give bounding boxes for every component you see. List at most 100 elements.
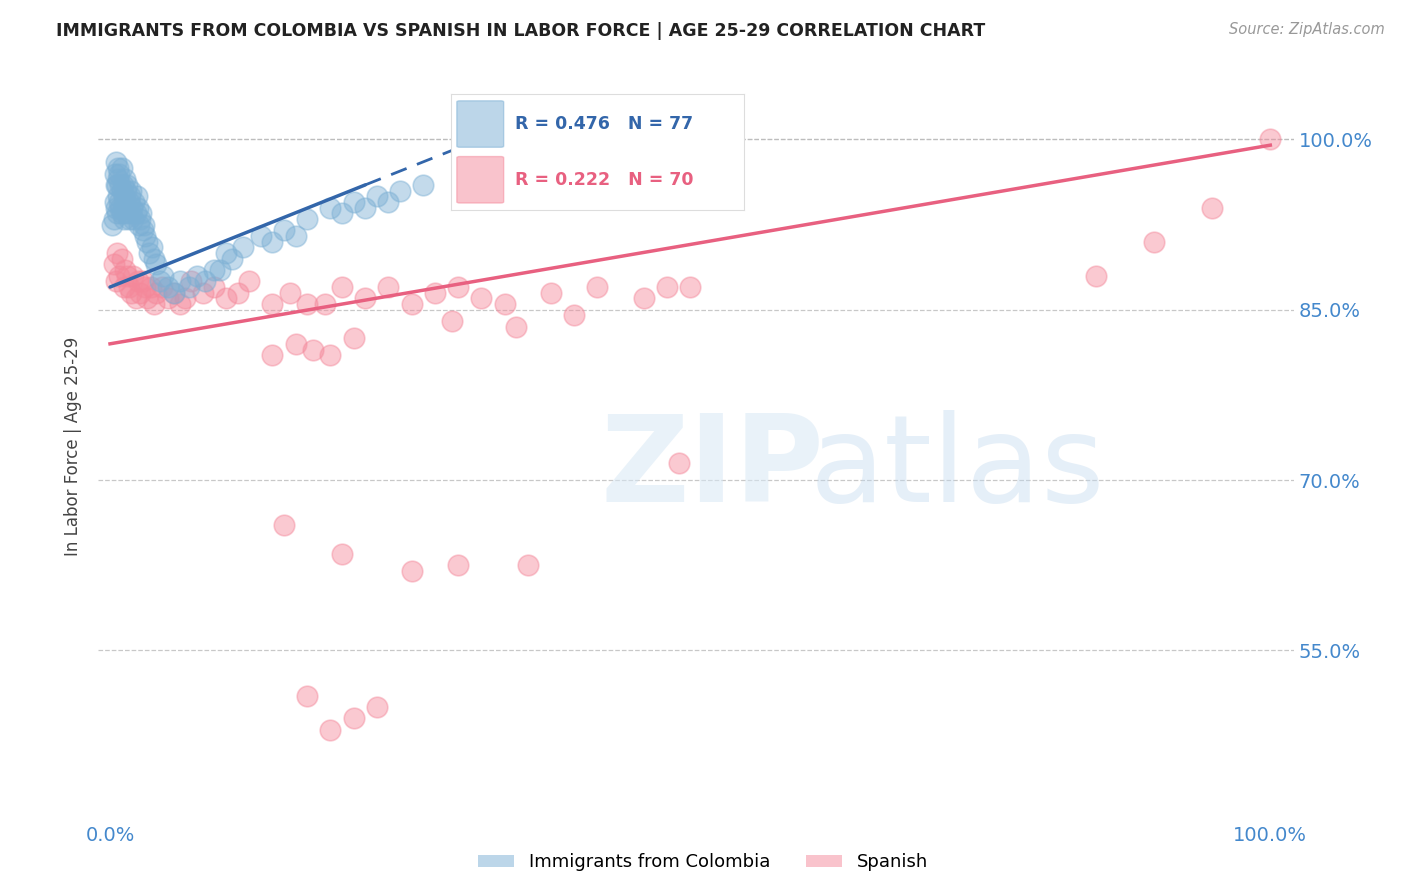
Point bbox=[174, 292, 197, 306]
Point bbox=[262, 297, 284, 311]
Point bbox=[149, 274, 172, 288]
Point bbox=[132, 218, 155, 232]
Point bbox=[215, 246, 238, 260]
Point bbox=[1258, 132, 1281, 146]
Point bbox=[204, 280, 226, 294]
Point bbox=[118, 189, 141, 203]
Point bbox=[141, 240, 163, 254]
Point bbox=[540, 285, 562, 300]
Point bbox=[177, 280, 200, 294]
Point bbox=[441, 314, 464, 328]
Point bbox=[122, 268, 145, 283]
Legend: Immigrants from Colombia, Spanish: Immigrants from Colombia, Spanish bbox=[471, 847, 935, 879]
Point bbox=[221, 252, 243, 266]
Point bbox=[104, 178, 127, 192]
Point bbox=[117, 280, 139, 294]
Point bbox=[101, 218, 124, 232]
Point bbox=[108, 167, 131, 181]
Point bbox=[111, 252, 134, 266]
Point bbox=[330, 547, 353, 561]
Point bbox=[131, 274, 153, 288]
Point bbox=[238, 274, 260, 288]
Point bbox=[447, 280, 470, 294]
Point bbox=[343, 331, 366, 345]
Point bbox=[108, 268, 131, 283]
Point bbox=[111, 161, 134, 175]
Point bbox=[125, 189, 148, 203]
Point bbox=[314, 297, 336, 311]
Point bbox=[120, 285, 142, 300]
Point bbox=[128, 218, 150, 232]
Point bbox=[505, 319, 527, 334]
Point bbox=[105, 206, 128, 220]
Point bbox=[262, 348, 284, 362]
Point bbox=[105, 178, 128, 192]
Point bbox=[389, 184, 412, 198]
Point bbox=[401, 297, 423, 311]
Point bbox=[250, 229, 273, 244]
Point bbox=[330, 280, 353, 294]
Point bbox=[319, 723, 342, 737]
Point bbox=[120, 206, 142, 220]
Point bbox=[129, 211, 152, 226]
Point bbox=[120, 184, 142, 198]
Point bbox=[157, 280, 180, 294]
Point bbox=[302, 343, 325, 357]
Point bbox=[131, 223, 153, 237]
Point bbox=[297, 211, 319, 226]
Point bbox=[297, 689, 319, 703]
Point bbox=[107, 161, 129, 175]
Text: IMMIGRANTS FROM COLOMBIA VS SPANISH IN LABOR FORCE | AGE 25-29 CORRELATION CHART: IMMIGRANTS FROM COLOMBIA VS SPANISH IN L… bbox=[56, 22, 986, 40]
Point bbox=[354, 201, 377, 215]
Point bbox=[494, 297, 516, 311]
Point bbox=[284, 229, 307, 244]
Point bbox=[679, 280, 702, 294]
Point bbox=[134, 280, 156, 294]
Point bbox=[112, 211, 135, 226]
Point bbox=[655, 280, 678, 294]
Point bbox=[124, 206, 146, 220]
Point bbox=[354, 292, 377, 306]
Point bbox=[586, 280, 609, 294]
Point bbox=[117, 194, 139, 209]
Point bbox=[145, 257, 167, 271]
Point bbox=[138, 246, 160, 260]
Point bbox=[1143, 235, 1166, 249]
Point bbox=[180, 274, 202, 288]
Point bbox=[633, 292, 655, 306]
Point bbox=[114, 194, 136, 209]
Point bbox=[107, 189, 129, 203]
Point bbox=[319, 348, 342, 362]
Point bbox=[103, 257, 125, 271]
Point bbox=[157, 292, 180, 306]
Point bbox=[114, 263, 136, 277]
Point bbox=[330, 206, 353, 220]
Point bbox=[122, 211, 145, 226]
Point bbox=[226, 285, 249, 300]
Point bbox=[105, 246, 128, 260]
Point bbox=[115, 184, 138, 198]
Point bbox=[104, 194, 127, 209]
Point bbox=[562, 309, 585, 323]
Point bbox=[516, 558, 538, 573]
Point bbox=[103, 211, 125, 226]
Point bbox=[124, 194, 146, 209]
Point bbox=[117, 201, 139, 215]
Point bbox=[143, 297, 166, 311]
Point bbox=[134, 229, 156, 244]
Point bbox=[169, 297, 191, 311]
Point bbox=[129, 285, 152, 300]
Point bbox=[284, 336, 307, 351]
Point bbox=[668, 456, 690, 470]
Text: Source: ZipAtlas.com: Source: ZipAtlas.com bbox=[1229, 22, 1385, 37]
Point bbox=[163, 285, 186, 300]
Point bbox=[204, 263, 226, 277]
Point bbox=[412, 178, 434, 192]
Point bbox=[343, 711, 366, 725]
Point bbox=[273, 518, 295, 533]
Point bbox=[111, 201, 134, 215]
Point bbox=[366, 189, 388, 203]
Point bbox=[169, 274, 191, 288]
Point bbox=[110, 201, 132, 215]
Point bbox=[107, 172, 129, 186]
